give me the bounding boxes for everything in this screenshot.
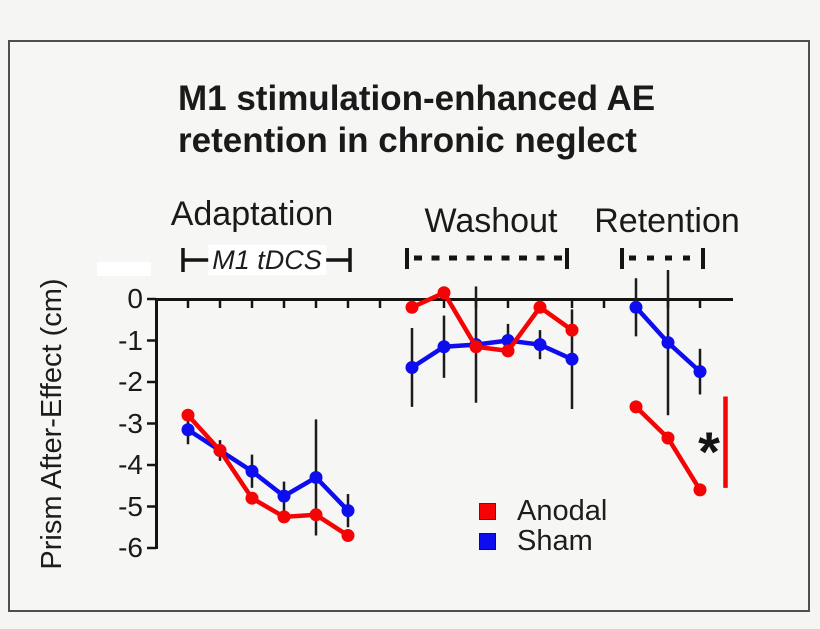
data-point-anodal: [469, 340, 483, 354]
data-point-anodal: [245, 491, 259, 505]
y-axis-title: Prism After-Effect (cm): [36, 278, 68, 570]
y-tick-label: -2: [118, 366, 143, 397]
data-point-sham: [629, 300, 643, 314]
data-point-sham: [405, 360, 419, 374]
data-point-sham: [693, 365, 707, 379]
data-point-anodal: [661, 431, 675, 445]
data-point-sham: [309, 470, 323, 484]
y-tick-label: -4: [118, 449, 143, 480]
data-point-anodal: [309, 508, 323, 522]
y-tick-label: -1: [118, 324, 143, 356]
data-point-sham: [277, 489, 291, 503]
data-point-sham: [245, 464, 259, 478]
data-point-anodal: [629, 400, 643, 414]
figure-frame: [8, 40, 810, 612]
data-point-anodal: [565, 323, 579, 337]
y-tick-label: 0: [127, 283, 143, 314]
y-tick-label: -6: [118, 532, 143, 563]
legend-sham-swatch-icon: [479, 533, 496, 550]
legend-anodal-swatch-icon: [479, 503, 496, 520]
legend-sham-label: Sham: [517, 525, 593, 557]
significance-asterisk: *: [698, 420, 720, 483]
stimulation-bracket-label: M1 tDCS: [208, 245, 326, 275]
series-line-anodal: [186, 413, 350, 538]
data-point-anodal: [533, 300, 547, 314]
data-point-anodal: [693, 483, 707, 497]
data-point-anodal: [213, 443, 227, 457]
series-line-sham: [410, 338, 573, 370]
data-point-sham: [661, 336, 675, 350]
chart-title-line1: M1 stimulation-enhanced AE: [178, 79, 656, 118]
data-point-anodal: [437, 286, 451, 300]
data-point-anodal: [277, 510, 291, 524]
data-point-sham: [181, 423, 195, 437]
data-point-sham: [565, 352, 579, 366]
chart-title-line2: retention in chronic neglect: [178, 121, 637, 160]
phase-label-retention: Retention: [594, 202, 740, 240]
legend-anodal-label: Anodal: [517, 495, 608, 527]
white-patch: [97, 262, 151, 276]
data-point-anodal: [501, 344, 515, 358]
data-point-sham: [533, 338, 547, 352]
chart-title: M1 stimulation-enhanced AE retention in …: [178, 78, 655, 162]
data-point-anodal: [181, 408, 195, 422]
data-point-anodal: [405, 300, 419, 314]
y-tick-label: -3: [118, 407, 143, 439]
data-point-anodal: [341, 529, 355, 543]
data-point-sham: [341, 504, 355, 518]
phase-label-adaptation: Adaptation: [170, 195, 334, 233]
phase-label-washout: Washout: [424, 202, 558, 240]
y-tick-label: -5: [118, 490, 143, 522]
data-point-sham: [437, 340, 451, 354]
